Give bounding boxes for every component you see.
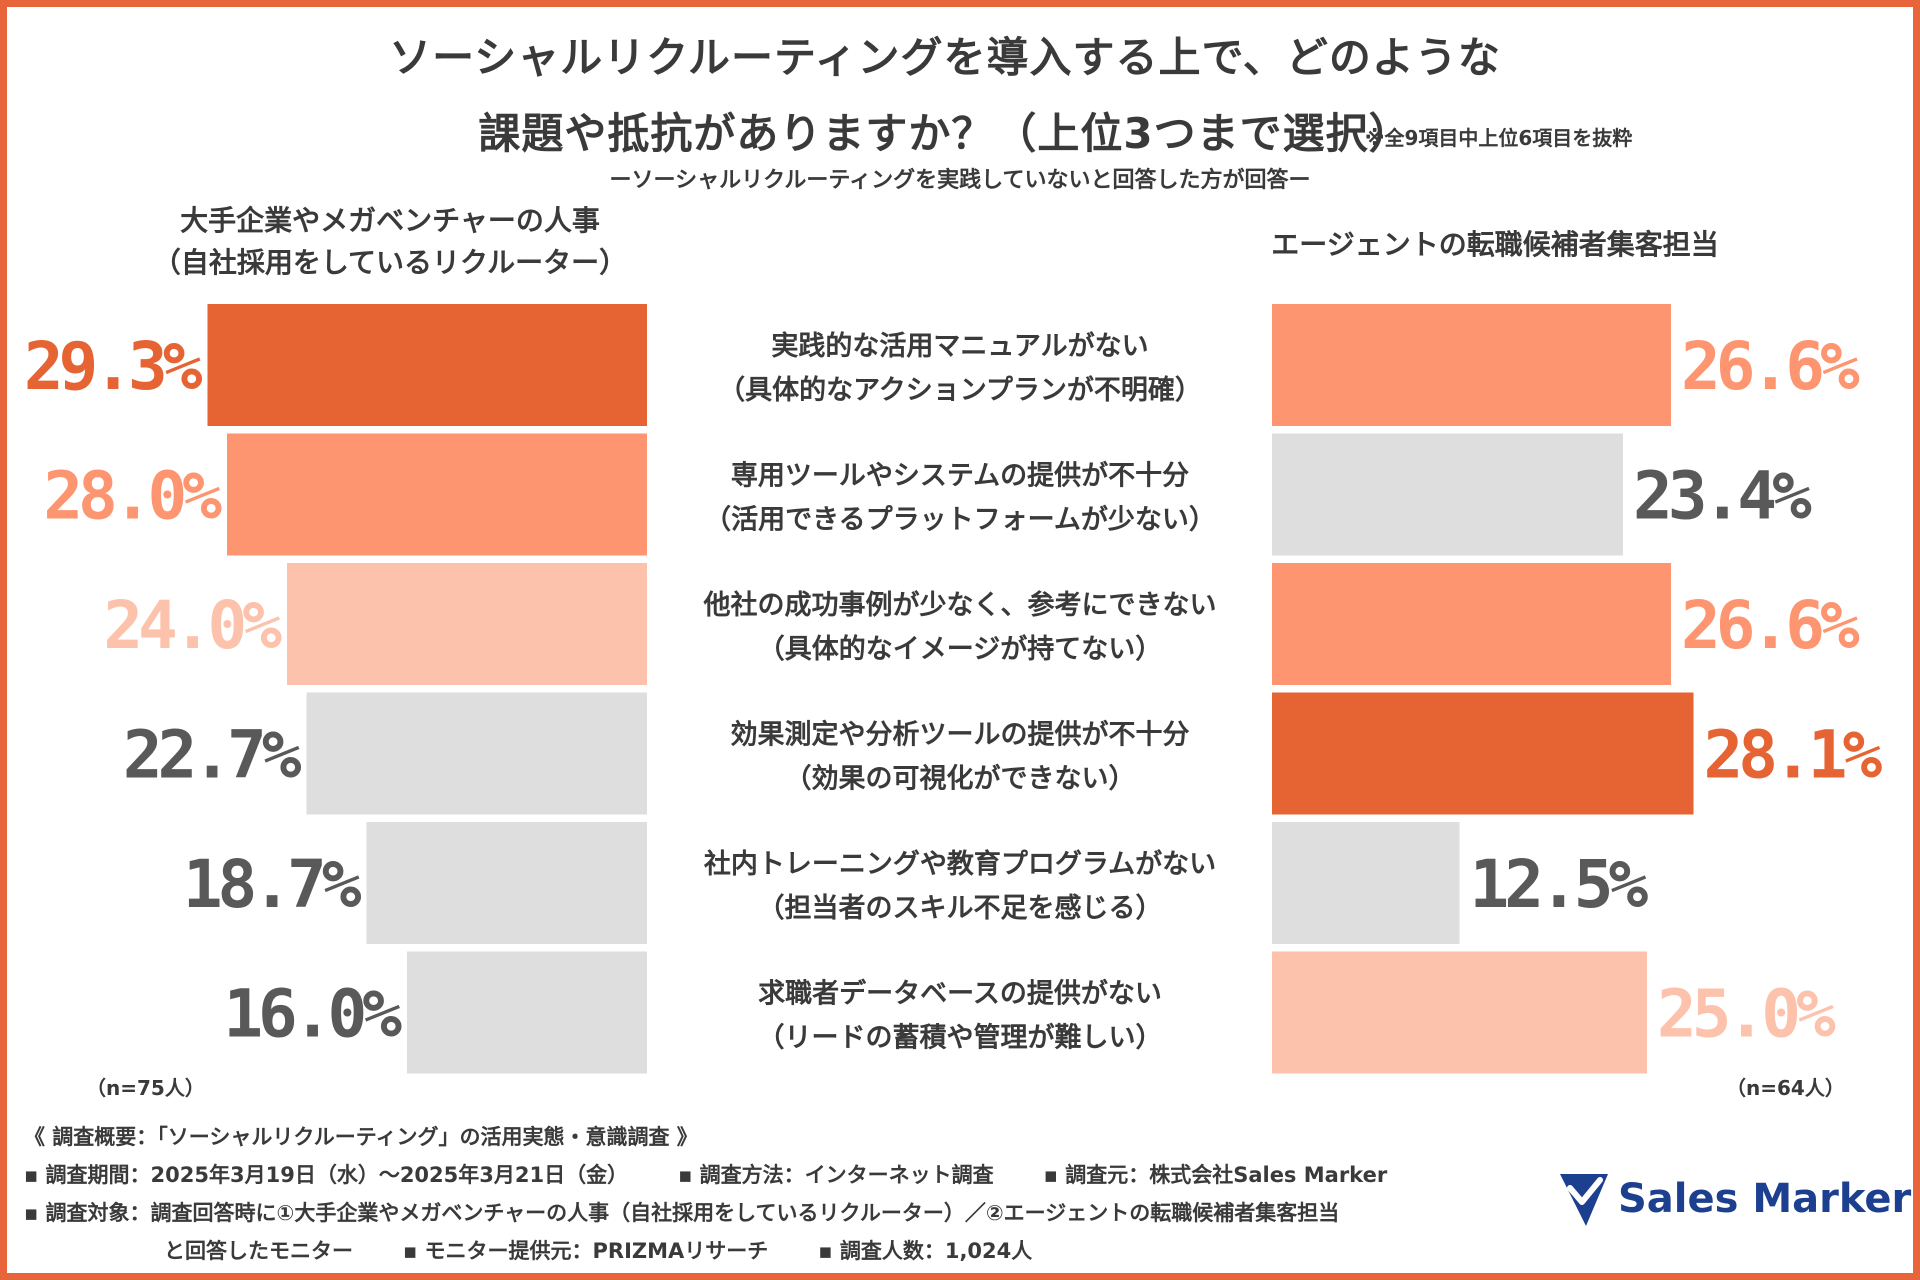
butterfly-bar-chart: 29.3% 26.6% 実践的な活用マニュアルがない （具体的なアクションプランが不明… [24,304,1887,1074]
left-bar-4 [306,692,647,815]
left-value-label-3: 24.0% [103,587,282,664]
left-value-label-2: 28.0% [43,458,222,535]
sales-marker-logo: Sales Marker [1556,1168,1911,1232]
right-group-header: エージェントの転職候補者集客担当 [1271,228,1719,261]
right-bar-2 [1272,433,1623,556]
logo-text: Sales Marker [1618,1176,1912,1222]
category-label-2-line1: 専用ツールやシステムの提供が不十分 [731,460,1189,492]
left-bar-3 [287,563,647,685]
footer-row-2: ▪ 調査期間：2025年3月19日（水）〜2025年3月21日（金） ▪ 調査方法… [24,1156,1554,1194]
left-value-label-5: 18.7% [183,846,362,923]
right-value-label-2: 23.4% [1633,458,1812,535]
survey-footer: 《 調査概要：「ソーシャルリクルーティング」の活用実態・意識調査 》 ▪ 調査期… [24,1118,1554,1270]
category-label-1-line2: （具体的なアクションプランが不明確） [718,374,1202,406]
right-bar-5 [1272,822,1460,944]
right-value-label-3: 26.6% [1681,587,1860,664]
left-value-label-4: 22.7% [123,717,302,794]
category-label-4-line2: （効果の可視化ができない） [785,763,1136,795]
category-label-5-line1: 社内トレーニングや教育プログラムがない [704,848,1216,880]
category-label-4-line1: 効果測定や分析ツールの提供が不十分 [731,719,1190,751]
right-value-label-4: 28.1% [1704,717,1883,794]
footer-row-4: と回答したモニター ▪ モニター提供元：PRIZMAリサーチ ▪ 調査人数：1,02… [24,1232,1554,1270]
chart-title-line1: ソーシャルリクルーティングを導入する上で、どのような [389,33,1501,82]
right-bar-4 [1272,692,1694,815]
right-value-label-5: 12.5% [1470,846,1649,923]
left-value-label-6: 16.0% [223,976,402,1053]
left-group-label-line1: 大手企業やメガベンチャーの人事 [180,204,600,237]
footer-method: ▪ 調査方法：インターネット調査 [678,1163,994,1187]
category-label-3-line2: （具体的なイメージが持てない） [758,633,1162,665]
chart-subtitle: ーソーシャルリクルーティングを実践していないと回答した方が回答ー [609,168,1311,193]
category-label-6-line1: 求職者データベースの提供がない [758,978,1162,1010]
chart-title-line2: 課題や抵抗がありますか？（上位3つまで選択） [478,109,1412,158]
right-value-label-6: 25.0% [1657,976,1836,1053]
footer-period: ▪ 調査期間：2025年3月19日（水）〜2025年3月21日（金） [24,1163,629,1187]
category-label-3-line1: 他社の成功事例が少なく、参考にできない [703,589,1217,621]
category-label-5-line2: （担当者のスキル不足を感じる） [758,892,1163,924]
footer-target-line2: と回答したモニター [164,1239,353,1263]
right-bar-6 [1272,951,1647,1074]
right-value-label-1: 26.6% [1681,328,1860,405]
right-sample-size: （n=64人） [1726,1076,1845,1100]
logo-mark-icon [1560,1174,1608,1226]
left-group-header: 大手企業やメガベンチャーの人事 （自社採用をしているリクルーター） [100,200,680,284]
right-bar-1 [1272,304,1671,426]
category-label-6-line2: （リードの蓄積や管理が難しい） [758,1022,1163,1054]
selection-note: ※全9項目中上位6項目を抜粋 [1365,126,1633,150]
category-label-1-line1: 実践的な活用マニュアルがない [771,330,1148,362]
footer-source: ▪ 調査元：株式会社Sales Marker [1043,1163,1388,1187]
category-label-2-line2: （活用できるプラットフォームが少ない） [704,504,1216,536]
left-bar-2 [227,433,647,556]
left-value-label-1: 29.3% [24,328,203,405]
left-bar-6 [407,951,647,1074]
footer-heading: 《 調査概要：「ソーシャルリクルーティング」の活用実態・意識調査 》 [24,1125,698,1149]
right-bar-3 [1272,563,1671,685]
left-sample-size: （n=75人） [86,1076,205,1100]
left-group-label-line2: （自社採用をしているリクルーター） [152,246,628,279]
footer-provider: ▪ モニター提供元：PRIZMAリサーチ [403,1239,769,1263]
footer-count: ▪ 調査人数：1,024人 [818,1239,1033,1263]
footer-target-line1: ▪ 調査対象：調査回答時に①大手企業やメガベンチャーの人事（自社採用をしているリ… [24,1201,1340,1225]
left-bar-5 [366,822,647,944]
left-bar-1 [207,304,647,426]
